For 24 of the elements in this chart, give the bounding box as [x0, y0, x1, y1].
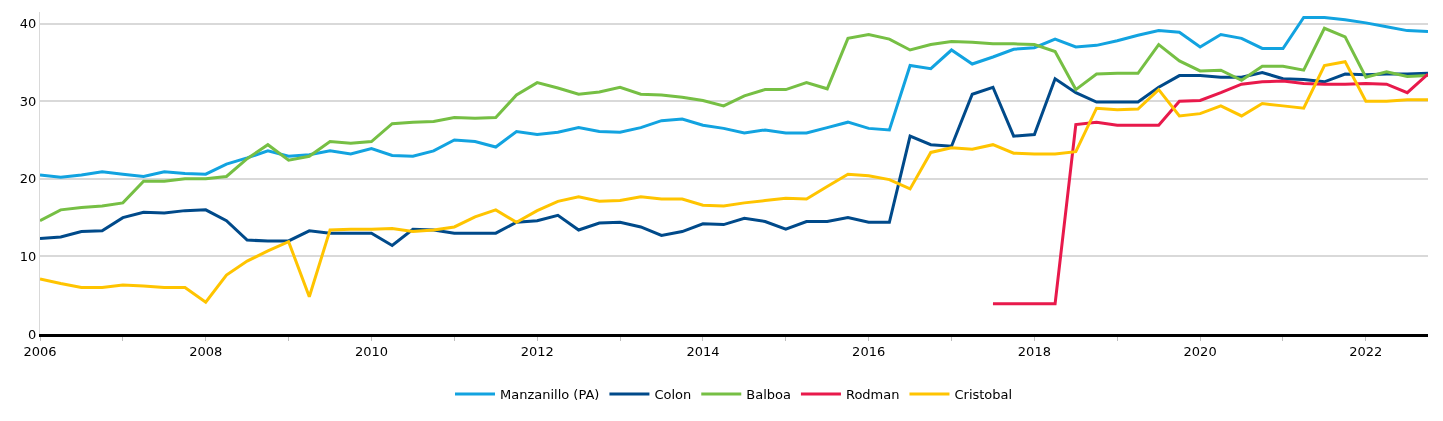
x-tick-label: 2006	[23, 344, 57, 360]
legend-label: Cristobal	[954, 387, 1013, 403]
line-series	[991, 72, 1428, 306]
y-tick-label: 20	[19, 171, 37, 187]
x-tick-label: 2010	[354, 344, 389, 360]
x-tick-label: 2014	[686, 344, 720, 360]
legend-label: Colon	[654, 387, 692, 403]
line-series	[40, 26, 1428, 223]
x-tick-label: 2018	[1017, 344, 1051, 360]
y-tick-label: 10	[19, 248, 37, 264]
x-tick-label: 2020	[1183, 344, 1217, 360]
x-tick-label: 2016	[852, 344, 886, 360]
y-tick-label: 40	[19, 16, 37, 32]
line-series	[40, 71, 1428, 248]
x-tick-label: 2012	[520, 344, 554, 360]
y-tick-label: 0	[28, 326, 37, 342]
x-tick-label: 2022	[1349, 344, 1383, 360]
legend-label: Manzanillo (PA)	[500, 387, 600, 403]
line-series	[40, 60, 1428, 304]
x-tick-label: 2008	[189, 344, 223, 360]
y-tick-label: 30	[19, 93, 37, 109]
legend-label: Rodman	[845, 387, 900, 403]
legend-label: Balboa	[746, 387, 791, 403]
line-series	[40, 15, 1428, 179]
